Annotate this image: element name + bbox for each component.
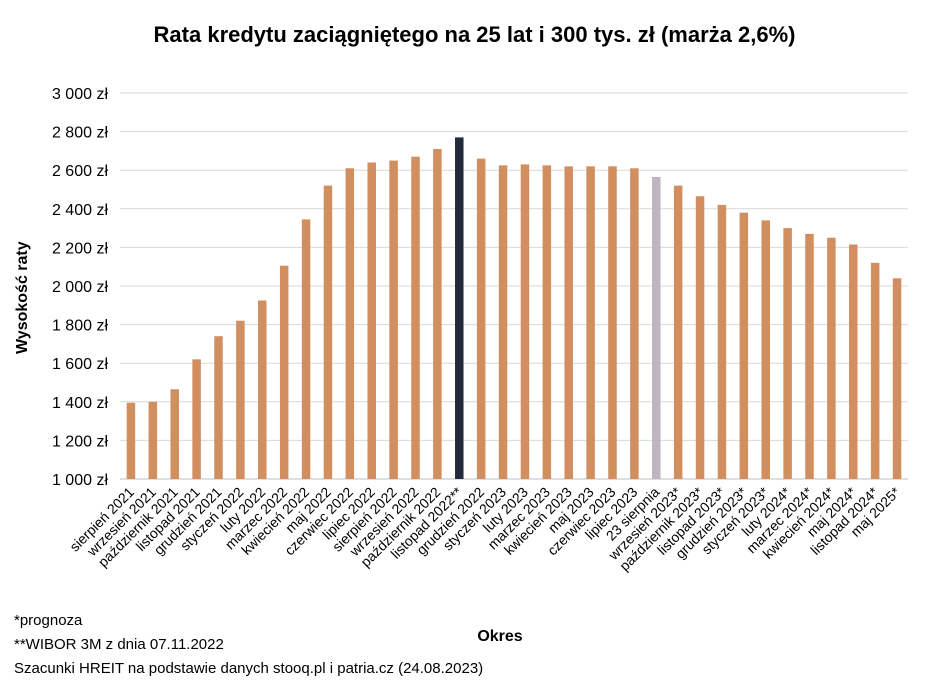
bar [498, 165, 508, 479]
y-tick-label: 1 800 zł [52, 318, 108, 335]
note-forecast: *prognoza [14, 612, 83, 629]
bar [695, 196, 705, 479]
bar [258, 300, 267, 479]
bar [805, 233, 814, 479]
bar [214, 336, 223, 479]
bar [148, 401, 158, 479]
bar [717, 204, 727, 479]
bar [783, 228, 792, 479]
y-tick-label: 1 200 zł [52, 433, 108, 450]
y-tick-label: 1 000 zł [52, 472, 108, 489]
bar [389, 160, 398, 480]
bar [236, 320, 245, 479]
y-tick-label: 2 200 zł [52, 240, 108, 257]
bar [673, 185, 683, 479]
bars [126, 137, 902, 480]
y-tick-label: 3 000 zł [52, 86, 108, 103]
note-source: Szacunki HREIT na podstawie danych stooq… [14, 660, 484, 677]
bar [192, 359, 201, 479]
bar [455, 137, 464, 479]
y-tick-label: 2 800 zł [52, 125, 108, 142]
bar [870, 262, 880, 479]
bar [411, 156, 420, 479]
bar [564, 166, 573, 479]
note-wibor: **WIBOR 3M z dnia 07.11.2022 [14, 636, 224, 653]
bar [827, 237, 836, 479]
gridlines [120, 92, 908, 480]
y-axis-label: Wysokość raty [14, 241, 31, 354]
bar [433, 148, 442, 479]
x-axis-label: Okres [477, 628, 523, 645]
bar [301, 219, 311, 480]
bar [126, 402, 136, 479]
bar [586, 166, 595, 479]
bar [630, 168, 639, 479]
bar [520, 164, 530, 479]
bar [608, 166, 617, 479]
bar [345, 168, 355, 479]
chart-title: Rata kredytu zaciągniętego na 25 lat i 3… [153, 22, 796, 47]
bar [367, 162, 376, 480]
bar [476, 158, 486, 479]
bar [652, 176, 661, 479]
bar [892, 278, 902, 479]
bar [170, 389, 179, 479]
bar [323, 185, 333, 479]
bar [849, 244, 858, 479]
y-tick-label: 2 600 zł [52, 163, 108, 180]
bar [761, 220, 770, 479]
y-tick-label: 2 000 zł [52, 279, 108, 296]
y-tick-label: 1 600 zł [52, 356, 108, 373]
y-tick-label: 2 400 zł [52, 202, 108, 219]
bar [739, 212, 749, 479]
bar [279, 265, 289, 479]
bar [542, 165, 552, 479]
y-tick-label: 1 400 zł [52, 395, 108, 412]
y-axis-ticks: 1 000 zł 1 200 zł 1 400 zł 1 600 zł 1 800 zł… [52, 86, 108, 489]
